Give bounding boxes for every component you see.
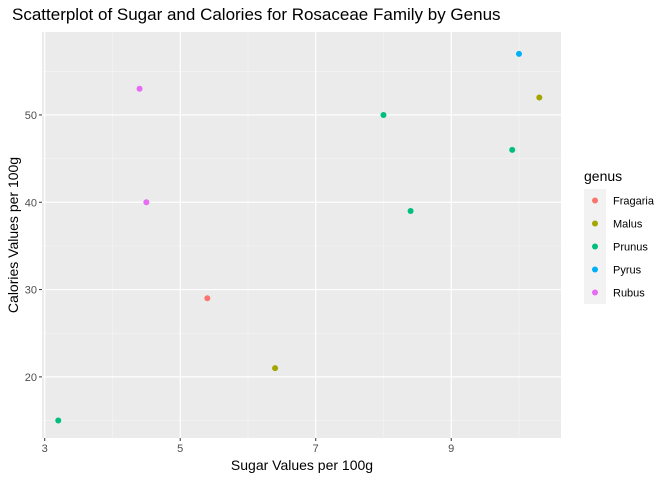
legend-marker-pyrus xyxy=(592,266,598,273)
data-point-prunus xyxy=(407,207,414,214)
data-point-rubus xyxy=(143,199,150,206)
x-axis: 3 5 7 9 xyxy=(42,438,454,455)
y-tick-label: 50 xyxy=(25,110,37,122)
y-axis-title: Calories Values per 100g xyxy=(5,157,21,313)
data-point-malus xyxy=(272,365,279,372)
data-point-prunus xyxy=(380,111,387,118)
legend-label: Pyrus xyxy=(613,265,642,277)
data-point-rubus xyxy=(136,85,143,92)
grid-lines xyxy=(42,32,561,438)
data-point-prunus xyxy=(55,417,62,424)
x-tick-label: 3 xyxy=(42,443,48,455)
legend-label: Fragaria xyxy=(613,196,655,208)
legend-marker-rubus xyxy=(592,289,598,296)
legend: genus Fragaria Malus Prunus Pyrus Rubus xyxy=(584,168,655,304)
y-axis: 20 30 40 50 xyxy=(25,110,42,384)
data-point-prunus xyxy=(509,146,516,153)
data-point-fragaria xyxy=(204,295,211,302)
x-tick-label: 9 xyxy=(448,443,454,455)
x-tick-label: 5 xyxy=(177,443,183,455)
legend-label: Malus xyxy=(613,219,643,231)
legend-title: genus xyxy=(584,168,622,184)
data-points xyxy=(55,50,543,424)
y-tick-label: 40 xyxy=(25,197,37,209)
y-tick-label: 30 xyxy=(25,285,37,297)
legend-marker-prunus xyxy=(592,243,598,250)
x-axis-title: Sugar Values per 100g xyxy=(231,457,373,473)
y-tick-label: 20 xyxy=(25,372,37,384)
legend-label: Rubus xyxy=(613,288,645,300)
data-point-pyrus xyxy=(515,50,522,57)
chart-title: Scatterplot of Sugar and Calories for Ro… xyxy=(12,5,501,24)
legend-marker-fragaria xyxy=(592,197,598,204)
x-tick-label: 7 xyxy=(313,443,319,455)
legend-label: Prunus xyxy=(613,242,648,254)
data-point-malus xyxy=(536,94,543,101)
plot-panel xyxy=(42,32,561,438)
legend-marker-malus xyxy=(592,220,598,227)
